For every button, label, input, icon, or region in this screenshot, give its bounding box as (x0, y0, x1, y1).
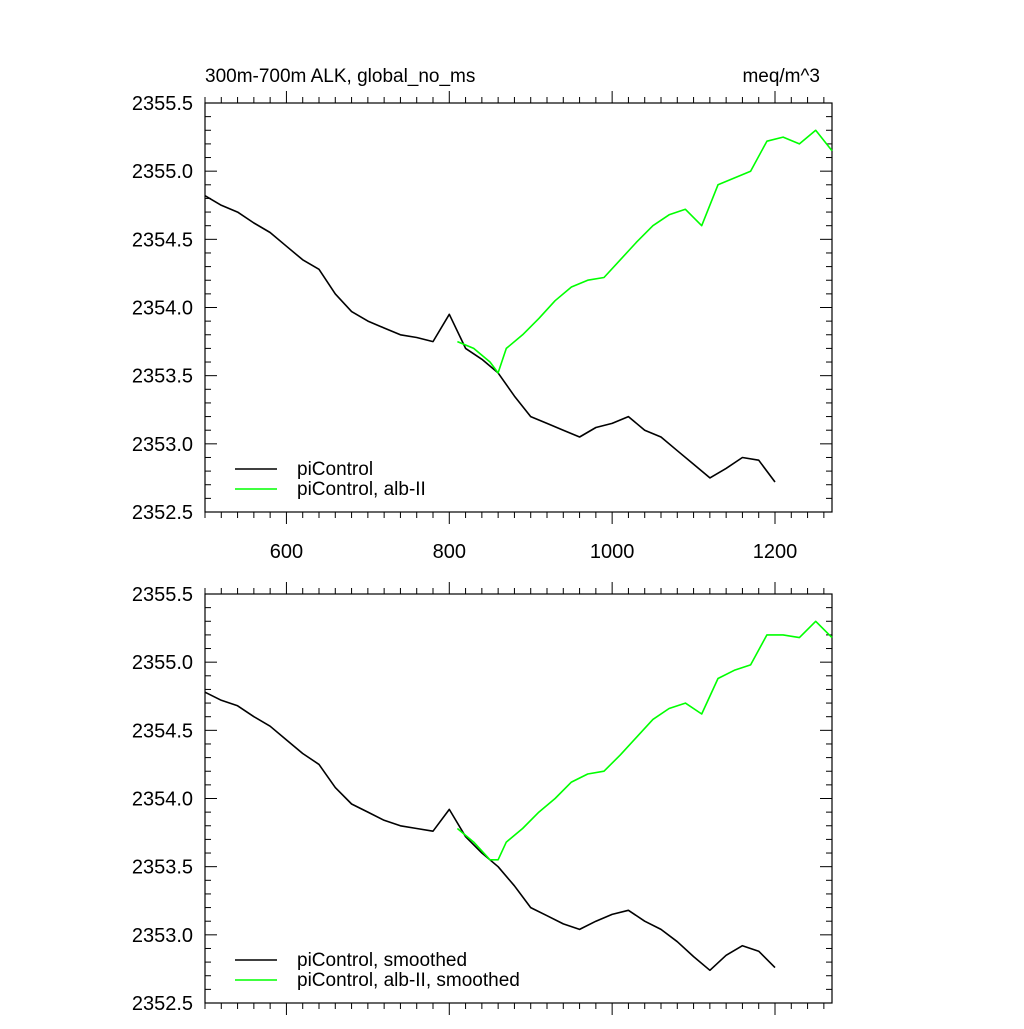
y-tick-label: 2355.5 (132, 93, 193, 115)
top-right-title: meq/m^3 (742, 66, 820, 87)
x-tick-label: 600 (270, 541, 303, 563)
top-left-title: 300m-700m ALK, global_no_ms (205, 66, 475, 87)
series-line-black (204, 195, 776, 483)
y-tick-label: 2354.0 (132, 789, 193, 811)
y-tick-label: 2353.5 (132, 366, 193, 388)
series-line-black (204, 691, 776, 972)
legend-label: piControl, smoothed (297, 950, 467, 971)
y-tick-label: 2353.0 (132, 925, 193, 947)
x-tick-label: 800 (433, 541, 466, 563)
x-tick-label: 1000 (590, 541, 635, 563)
legend-label: piControl, alb-II, smoothed (297, 970, 520, 991)
plot-frame (204, 102, 833, 513)
series-line-green (457, 129, 833, 374)
y-tick-label: 2353.5 (132, 857, 193, 879)
panel-top: 2352.5 2353.0 2353.5 2354.0 2354.5 2355.0 2355… (132, 91, 833, 563)
y-tick-label: 2354.0 (132, 298, 193, 320)
plot-frame (204, 593, 833, 1004)
y-tick-label: 2353.0 (132, 434, 193, 456)
panel-bottom: 2352.5 2353.0 2353.5 2354.0 2354.5 2355.0 2355… (132, 582, 833, 1015)
x-tick-label: 1200 (753, 541, 798, 563)
y-tick-label: 2355.0 (132, 652, 193, 674)
legend-label: piControl, alb-II (297, 479, 426, 500)
y-tick-label: 2352.5 (132, 993, 193, 1015)
y-tick-label: 2352.5 (132, 502, 193, 524)
series-line-green (456, 620, 833, 861)
y-tick-label: 2355.0 (132, 161, 193, 183)
y-tick-label: 2354.5 (132, 720, 193, 742)
y-tick-label: 2354.5 (132, 229, 193, 251)
y-tick-label: 2355.5 (132, 584, 193, 606)
legend-label: piControl (297, 459, 373, 480)
